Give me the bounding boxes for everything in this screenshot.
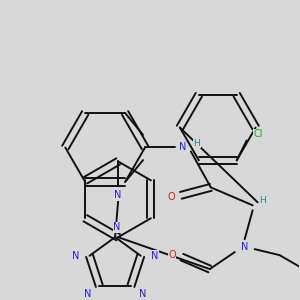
- Text: N: N: [114, 190, 122, 200]
- Text: N: N: [72, 251, 79, 261]
- Text: N: N: [151, 251, 158, 261]
- Text: H: H: [194, 139, 200, 148]
- Text: O: O: [168, 250, 176, 260]
- Text: N: N: [84, 289, 91, 299]
- Text: H: H: [259, 196, 266, 205]
- Text: N: N: [241, 242, 248, 252]
- Text: N: N: [139, 289, 147, 299]
- Text: N: N: [179, 142, 187, 152]
- Text: O: O: [167, 192, 175, 202]
- Text: N: N: [113, 222, 121, 232]
- Text: Cl: Cl: [254, 129, 263, 140]
